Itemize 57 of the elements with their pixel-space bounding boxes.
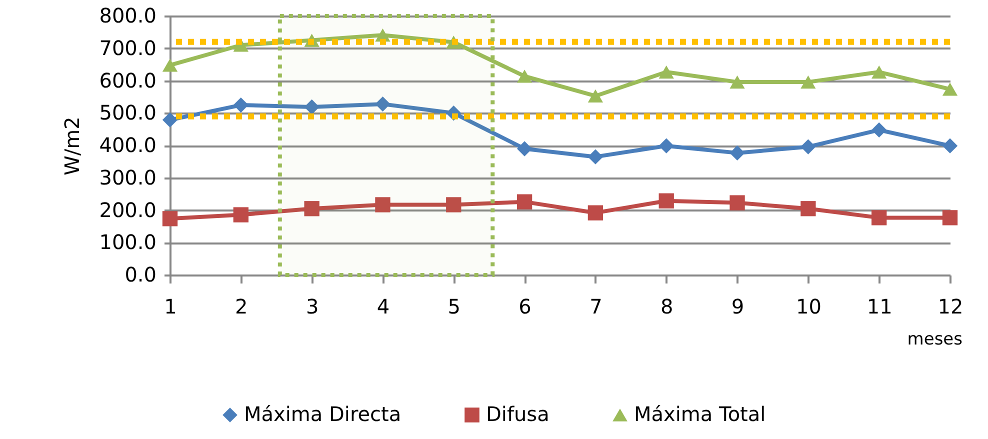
x-tick-label: 11 xyxy=(866,294,892,318)
x-tick-label: 3 xyxy=(306,294,319,318)
y-tick-label: 500.0 xyxy=(99,100,156,125)
point xyxy=(446,197,462,212)
point xyxy=(162,58,178,72)
point xyxy=(942,210,958,226)
y-tick-label: 700.0 xyxy=(99,36,156,60)
x-tick-label: 7 xyxy=(590,294,602,318)
x-tick-label: 10 xyxy=(796,294,822,318)
point xyxy=(872,210,887,226)
point xyxy=(375,96,390,112)
y-tick-label: 100.0 xyxy=(99,230,156,254)
x-tick-label: 12 xyxy=(938,294,964,318)
point xyxy=(658,193,674,208)
x-tick-label: 8 xyxy=(660,294,674,318)
legend-label: Máxima Directa xyxy=(244,402,402,426)
x-tick-label: 1 xyxy=(164,294,177,318)
x-tick-label: 5 xyxy=(448,294,461,318)
x-axis-title: meses xyxy=(907,330,963,350)
point xyxy=(588,205,604,220)
x-tick-label: 2 xyxy=(235,294,248,318)
point xyxy=(516,194,532,210)
point xyxy=(730,195,745,210)
y-tick-label: 600.0 xyxy=(99,68,156,92)
x-tick-label: 6 xyxy=(518,294,532,318)
point xyxy=(800,139,816,154)
point xyxy=(304,99,320,115)
point xyxy=(800,75,816,89)
point xyxy=(872,65,887,79)
legend-label: Máxima Total xyxy=(634,402,766,426)
x-tick-label: 4 xyxy=(376,294,390,318)
point xyxy=(304,201,320,216)
point xyxy=(658,138,674,154)
point xyxy=(872,122,887,138)
point xyxy=(162,211,178,226)
point xyxy=(516,70,532,83)
point xyxy=(800,201,816,216)
x-tick-label: 9 xyxy=(731,294,744,318)
y-tick-label: 400.0 xyxy=(99,133,156,157)
point xyxy=(730,75,745,89)
point xyxy=(588,89,604,103)
point xyxy=(730,145,745,161)
point xyxy=(375,197,390,212)
point xyxy=(516,141,532,156)
point xyxy=(942,82,958,96)
y-tick-label: 200.0 xyxy=(99,198,156,222)
point xyxy=(588,149,604,164)
y-tick-label: 300.0 xyxy=(99,165,156,190)
y-tick-label: 0.0 xyxy=(124,262,156,286)
point xyxy=(233,207,248,222)
y-axis-title: W/m2 xyxy=(60,116,84,176)
point xyxy=(658,65,674,79)
y-tick-label: 800.0 xyxy=(99,4,156,28)
point xyxy=(233,97,248,113)
point xyxy=(162,112,178,128)
point xyxy=(942,138,958,154)
legend-label: Difusa xyxy=(486,402,550,426)
